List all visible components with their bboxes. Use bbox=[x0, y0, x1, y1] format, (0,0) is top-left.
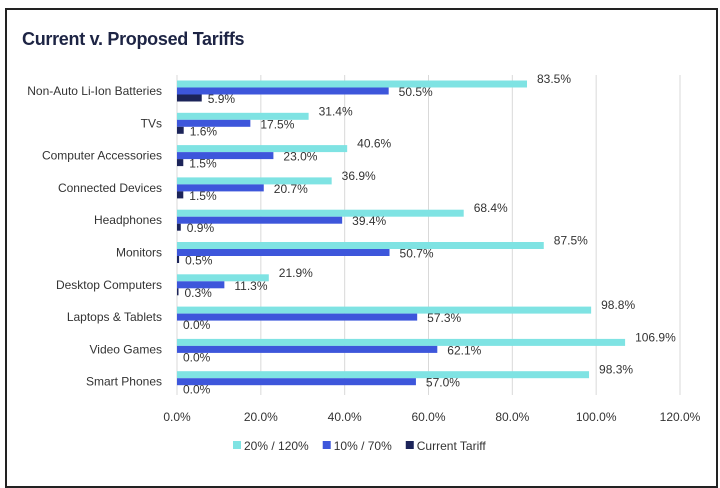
data-label: 1.6% bbox=[190, 124, 218, 138]
bar-20-120- bbox=[177, 177, 332, 185]
data-label: 57.0% bbox=[426, 376, 460, 390]
data-label: 87.5% bbox=[554, 234, 588, 248]
bar-20-120- bbox=[177, 338, 626, 346]
bar-10-70- bbox=[177, 184, 264, 192]
category-label: TVs bbox=[141, 116, 162, 130]
data-label: 5.9% bbox=[208, 92, 236, 106]
bar-10-70- bbox=[177, 313, 418, 321]
bar-current-tariff bbox=[177, 256, 180, 263]
data-label: 11.3% bbox=[234, 279, 267, 293]
bar-20-120- bbox=[177, 209, 464, 217]
bar-current-tariff bbox=[177, 191, 184, 199]
x-tick-label: 0.0% bbox=[163, 410, 191, 424]
x-tick-label: 80.0% bbox=[495, 410, 529, 424]
legend-label: 20% / 120% bbox=[244, 439, 309, 453]
bar-10-70- bbox=[177, 345, 438, 353]
data-label: 50.7% bbox=[400, 247, 434, 261]
x-tick-label: 40.0% bbox=[328, 410, 362, 424]
category-label: Connected Devices bbox=[58, 181, 162, 195]
bar-10-70- bbox=[177, 216, 343, 224]
bar-20-120- bbox=[177, 371, 590, 379]
bar-10-70- bbox=[177, 152, 274, 160]
x-tick-label: 60.0% bbox=[411, 410, 445, 424]
data-label: 106.9% bbox=[635, 330, 676, 344]
bar-10-70- bbox=[177, 378, 416, 386]
bar-10-70- bbox=[177, 281, 225, 289]
data-label: 0.0% bbox=[183, 318, 211, 332]
data-label: 83.5% bbox=[537, 72, 571, 86]
data-label: 0.5% bbox=[185, 254, 213, 268]
data-label: 17.5% bbox=[260, 117, 294, 131]
data-label: 39.4% bbox=[352, 214, 386, 228]
category-label: Monitors bbox=[116, 246, 162, 260]
bar-current-tariff bbox=[177, 126, 184, 134]
x-tick-label: 100.0% bbox=[576, 410, 617, 424]
bar-20-120- bbox=[177, 145, 348, 153]
bar-current-tariff bbox=[177, 94, 202, 102]
bar-20-120- bbox=[177, 274, 269, 282]
data-label: 0.0% bbox=[183, 383, 211, 397]
legend-label: 10% / 70% bbox=[334, 439, 392, 453]
bar-20-120- bbox=[177, 306, 592, 314]
bar-current-tariff bbox=[177, 288, 179, 296]
bar-current-tariff bbox=[177, 223, 181, 231]
bar-10-70- bbox=[177, 249, 390, 256]
category-label: Desktop Computers bbox=[56, 278, 162, 292]
data-label: 20.7% bbox=[274, 182, 308, 196]
legend-swatch bbox=[233, 441, 241, 449]
data-label: 98.3% bbox=[599, 363, 633, 377]
data-label: 1.5% bbox=[189, 189, 217, 203]
data-label: 23.0% bbox=[283, 150, 317, 164]
bar-20-120- bbox=[177, 80, 528, 88]
data-label: 57.3% bbox=[427, 311, 461, 325]
bar-20-120- bbox=[177, 242, 544, 249]
data-label: 50.5% bbox=[399, 85, 433, 99]
legend-swatch bbox=[322, 441, 331, 449]
data-label: 1.5% bbox=[189, 157, 217, 171]
category-label: Video Games bbox=[90, 342, 163, 356]
data-label: 31.4% bbox=[319, 104, 353, 118]
legend-label: Current Tariff bbox=[417, 439, 487, 453]
bar-10-70- bbox=[177, 119, 251, 127]
data-label: 62.1% bbox=[447, 343, 481, 357]
data-label: 21.9% bbox=[279, 266, 313, 280]
bar-20-120- bbox=[177, 112, 309, 120]
data-label: 40.6% bbox=[357, 137, 391, 151]
data-label: 0.3% bbox=[185, 286, 213, 300]
category-label: Computer Accessories bbox=[42, 149, 162, 163]
data-label: 0.9% bbox=[187, 221, 215, 235]
category-label: Smart Phones bbox=[86, 375, 162, 389]
data-label: 98.8% bbox=[601, 298, 635, 312]
chart-title: Current v. Proposed Tariffs bbox=[22, 29, 245, 49]
bar-current-tariff bbox=[177, 159, 184, 167]
x-tick-label: 20.0% bbox=[244, 410, 278, 424]
data-label: 68.4% bbox=[474, 201, 508, 215]
category-label: Non-Auto Li-Ion Batteries bbox=[27, 84, 162, 98]
x-tick-label: 120.0% bbox=[660, 410, 701, 424]
legend-swatch bbox=[405, 441, 414, 449]
category-label: Laptops & Tablets bbox=[67, 310, 162, 324]
data-label: 0.0% bbox=[183, 350, 211, 364]
bar-10-70- bbox=[177, 87, 389, 95]
category-label: Headphones bbox=[94, 213, 162, 227]
data-label: 36.9% bbox=[342, 169, 376, 183]
